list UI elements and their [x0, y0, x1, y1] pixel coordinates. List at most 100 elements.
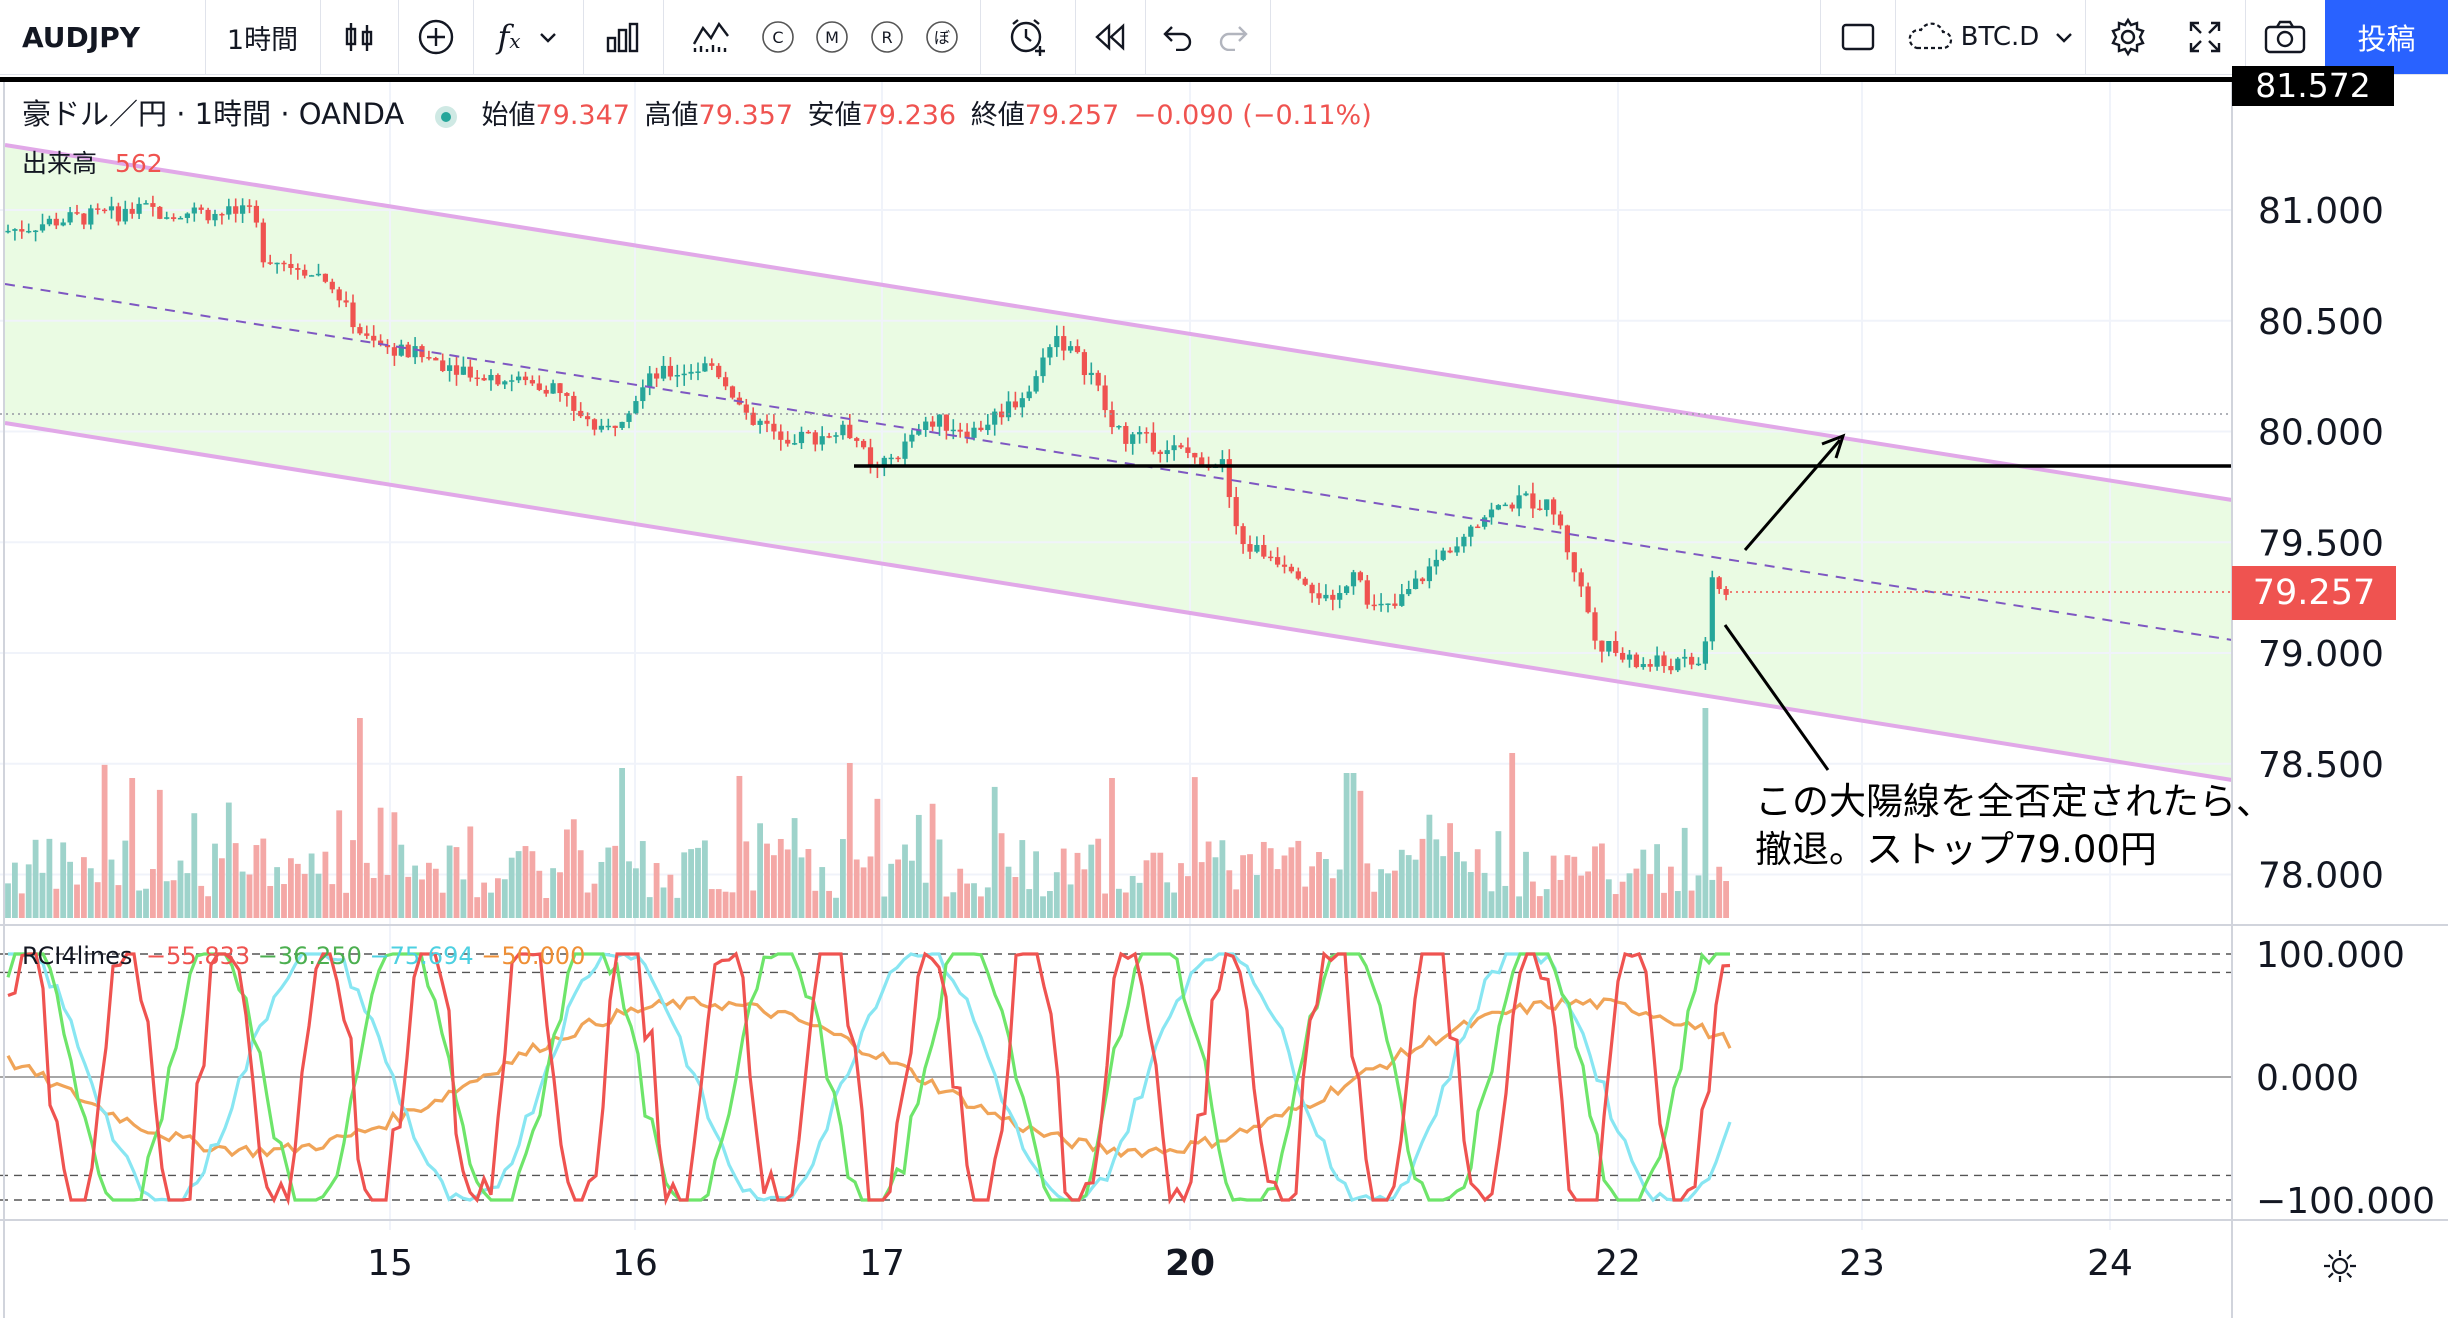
replay-icon[interactable]	[1075, 0, 1145, 74]
channel-mid-line	[4, 283, 2233, 641]
volume-bar	[1461, 861, 1467, 918]
volume-bar	[446, 845, 453, 918]
candle-body	[785, 439, 791, 444]
volume-bar	[1592, 846, 1598, 918]
redo-icon[interactable]	[1200, 0, 1265, 74]
candle-body	[1523, 493, 1529, 496]
candle-body	[502, 381, 508, 385]
candle-body	[591, 419, 598, 430]
volume-bar	[915, 814, 922, 918]
candle-body	[578, 410, 584, 417]
volume-bar	[1474, 849, 1481, 918]
volume-bar	[1226, 870, 1233, 918]
sun-icon[interactable]	[2320, 1246, 2360, 1286]
volume-bar	[998, 833, 1005, 918]
layout-icon[interactable]	[1820, 0, 1895, 74]
post-button[interactable]: 投稿	[2325, 0, 2448, 74]
current-price-tag-text: 79.257	[2252, 573, 2376, 613]
alert-icon[interactable]	[980, 0, 1075, 74]
candle-body	[861, 440, 867, 448]
volume-bar	[1081, 869, 1088, 918]
candle-body	[315, 273, 322, 276]
candle-body	[378, 340, 384, 345]
candle-body	[129, 208, 135, 214]
volume-bar	[260, 838, 267, 918]
candle-body	[212, 213, 218, 221]
time-axis-label: 17	[859, 1243, 905, 1284]
volume-bar	[1288, 847, 1295, 918]
candle-body	[1081, 352, 1087, 376]
indicator-r-button[interactable]: R	[867, 0, 907, 74]
time-axis-label: 20	[1165, 1243, 1215, 1284]
annotation-text[interactable]: この大陽線を全否定されたら、 撤退。ストップ79.00円	[1755, 778, 2273, 874]
candle-body	[1123, 425, 1129, 444]
volume-bar	[1240, 855, 1246, 918]
volume-bar	[419, 879, 425, 918]
volume-bar	[1488, 891, 1495, 918]
volume-bar	[150, 869, 156, 918]
interval-button[interactable]: 1時間	[205, 0, 320, 74]
candle-body	[1061, 336, 1067, 351]
candle-body	[74, 212, 80, 214]
candle-body	[509, 380, 515, 382]
volume-bar	[60, 842, 67, 918]
volume-bar	[1005, 866, 1012, 918]
candle-body	[1585, 586, 1591, 613]
candles-icon[interactable]	[320, 0, 398, 74]
candle-body	[1095, 372, 1101, 386]
volume-bar	[612, 845, 619, 918]
candle-body	[288, 263, 294, 269]
compare-symbol-button[interactable]: BTC.D	[1895, 0, 2085, 74]
volume-bar	[1557, 879, 1564, 918]
candle-body	[660, 365, 667, 379]
candle-body	[1592, 612, 1598, 641]
candle-body	[881, 457, 887, 468]
candle-body	[1295, 571, 1301, 579]
volume-bar	[67, 861, 73, 918]
candle-body	[1378, 603, 1384, 606]
candle-body	[895, 457, 901, 460]
volume-bar	[1716, 866, 1723, 918]
volume-bar	[626, 861, 632, 918]
volume-bar	[274, 867, 280, 918]
volume-bar	[1564, 855, 1571, 918]
volume-bar	[143, 888, 149, 918]
candle-body	[1599, 640, 1605, 652]
chart-canvas[interactable]: 81.000 80.500 80.000 79.500 79.000 78.500 78.0…	[0, 82, 2448, 1318]
volume-bar	[1040, 896, 1046, 918]
volume-bar	[198, 885, 205, 918]
compare-symbol-label: BTC.D	[1960, 22, 2040, 52]
volume-bar	[1336, 869, 1343, 918]
candle-body	[53, 218, 59, 226]
indicator-c-button[interactable]: C	[758, 0, 798, 74]
bars-icon[interactable]	[583, 0, 663, 74]
volume-bar	[25, 864, 32, 918]
candle-body	[1275, 557, 1281, 565]
symbol-search-button[interactable]: AUDJPY	[0, 0, 205, 74]
settings-icon[interactable]	[2085, 0, 2170, 74]
volume-bar	[991, 786, 998, 918]
volume-bar	[929, 803, 936, 918]
volume-bar	[743, 841, 750, 918]
candle-body	[26, 230, 32, 233]
candle-body	[612, 425, 618, 428]
indicator-m-button[interactable]: M	[812, 0, 852, 74]
indicators-icon[interactable]	[663, 0, 758, 74]
volume-bar	[191, 813, 198, 918]
undo-icon[interactable]	[1145, 0, 1210, 74]
add-icon[interactable]	[398, 0, 473, 74]
candle-body	[1530, 493, 1536, 509]
high-label: 高値	[644, 100, 699, 131]
indicator-bo-button[interactable]: ぼ	[922, 0, 962, 74]
volume-bar	[1129, 875, 1136, 918]
volume-bar	[246, 874, 253, 918]
fullscreen-icon[interactable]	[2165, 0, 2245, 74]
candle-body	[647, 373, 653, 388]
fx-icon[interactable]: fx	[473, 0, 583, 74]
volume-value: 562	[114, 149, 163, 178]
camera-icon[interactable]	[2245, 0, 2325, 74]
volume-bar	[94, 882, 101, 918]
volume-bar	[895, 859, 901, 918]
candle-body	[1661, 655, 1667, 667]
volume-bar	[398, 844, 405, 918]
